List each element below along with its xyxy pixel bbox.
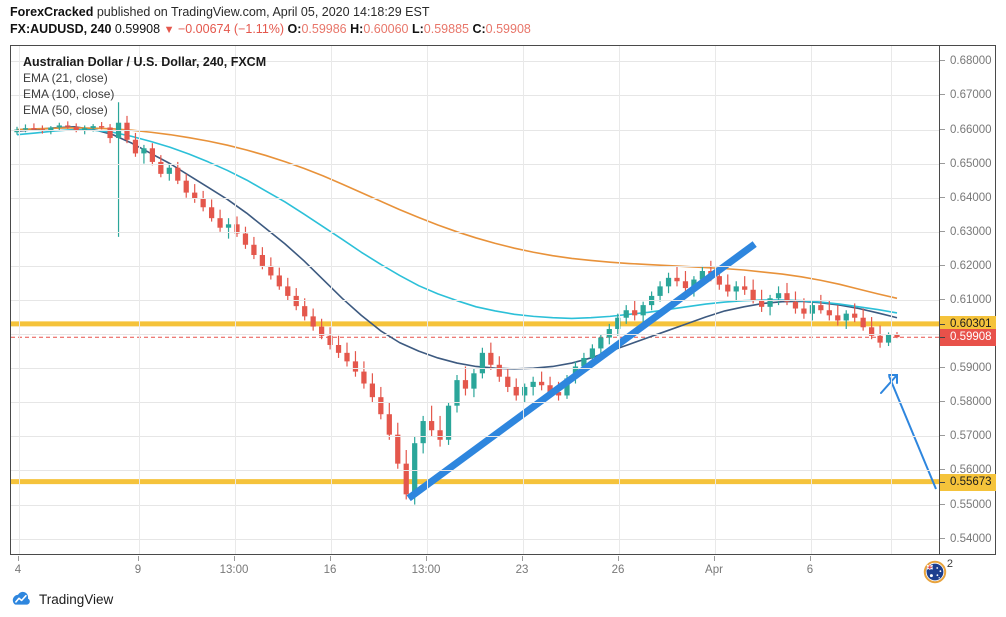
- price-axis-tick: 0.59000: [940, 361, 996, 375]
- time-axis-mark: [426, 556, 427, 561]
- tradingview-logo-icon: [12, 591, 30, 605]
- support-price-label[interactable]: 0.55673: [940, 474, 996, 491]
- chart-frame: Australian Dollar / U.S. Dollar, 240, FX…: [10, 45, 996, 584]
- price-axis-tick: 0.63000: [940, 225, 996, 239]
- ema-line: [16, 128, 898, 320]
- gridline-horizontal: [11, 61, 939, 62]
- chart-plot-area[interactable]: Australian Dollar / U.S. Dollar, 240, FX…: [11, 46, 939, 554]
- high-value: 0.60060: [363, 22, 409, 36]
- time-axis-mark: [138, 556, 139, 561]
- ema-line: [16, 126, 898, 370]
- time-axis-tick: 26: [611, 564, 625, 576]
- time-axis-tick: 23: [515, 564, 529, 576]
- price-axis-tick: 0.62000: [940, 259, 996, 273]
- gridline-horizontal: [11, 334, 939, 335]
- low-value: 0.59885: [423, 22, 469, 36]
- gridline-horizontal: [11, 266, 939, 267]
- gridline-vertical: [891, 46, 892, 554]
- gridline-vertical: [139, 46, 140, 554]
- gridline-horizontal: [11, 95, 939, 96]
- time-axis-tick: 13:00: [411, 564, 441, 576]
- open-value: 0.59986: [301, 22, 347, 36]
- gridline-horizontal: [11, 164, 939, 165]
- close-value: 0.59908: [485, 22, 531, 36]
- last-price-label[interactable]: 0.59908: [940, 329, 996, 346]
- gridline-vertical: [523, 46, 524, 554]
- price-axis-tick: 0.56000: [940, 463, 996, 477]
- time-axis-mark: [618, 556, 619, 561]
- price-axis[interactable]: 0.68000 0.67000 0.66000 0.65000 0.64000 0.630…: [939, 46, 996, 554]
- gridline-vertical: [427, 46, 428, 554]
- header: ForexCracked published on TradingView.co…: [10, 4, 950, 38]
- price-axis-tick: 0.54000: [940, 532, 996, 546]
- ema-line: [16, 127, 898, 300]
- time-axis-mark: [714, 556, 715, 561]
- gridline-vertical: [235, 46, 236, 554]
- time-axis[interactable]: 4 9 13:00 16 13:00 23 26 Apr 6: [10, 556, 996, 582]
- gridline-horizontal: [11, 539, 939, 540]
- price-axis-tick: 0.65000: [940, 157, 996, 171]
- gridline-horizontal: [11, 300, 939, 301]
- chart-canvas[interactable]: [11, 46, 939, 554]
- price-change-value: −0.00674 (−1.11%): [177, 22, 285, 36]
- price-axis-tick: 0.64000: [940, 191, 996, 205]
- gridline-vertical: [619, 46, 620, 554]
- time-axis-mark: [330, 556, 331, 561]
- price-axis-tick: 0.68000: [940, 54, 996, 68]
- last-price-value: 0.59908: [114, 22, 161, 36]
- high-label: H:: [350, 22, 364, 36]
- badge-count: 2: [946, 558, 953, 570]
- price-axis-tick: 0.67000: [940, 88, 996, 102]
- gridline-horizontal: [11, 436, 939, 437]
- publisher-name: ForexCracked: [10, 5, 94, 19]
- time-axis-mark: [810, 556, 811, 561]
- resistance-price-label[interactable]: 0.60301: [940, 316, 996, 333]
- time-axis-mark: [522, 556, 523, 561]
- price-axis-tick: 0.66000: [940, 123, 996, 137]
- projection-down-line[interactable]: [888, 375, 937, 490]
- published-text: published on TradingView.com, April 05, …: [96, 5, 430, 19]
- price-axis-tick: 0.55000: [940, 498, 996, 512]
- gridline-horizontal: [11, 402, 939, 403]
- time-axis-tick: 16: [323, 564, 337, 576]
- close-label: C:: [472, 22, 486, 36]
- gridline-horizontal: [11, 198, 939, 199]
- gridline-vertical: [19, 46, 20, 554]
- gridline-vertical: [811, 46, 812, 554]
- time-axis-tick: 13:00: [219, 564, 249, 576]
- time-axis-tick: 9: [134, 564, 142, 576]
- price-axis-tick: 0.61000: [940, 293, 996, 307]
- header-publication-line: ForexCracked published on TradingView.co…: [10, 4, 950, 21]
- price-axis-tick: 0.58000: [940, 395, 996, 409]
- time-axis-tick: 6: [806, 564, 814, 576]
- gridline-vertical: [715, 46, 716, 554]
- header-quote-line: FX:AUDUSD, 240 0.59908 ▼ −0.00674 (−1.11…: [10, 21, 950, 38]
- time-axis-tick: Apr: [705, 564, 723, 576]
- symbol-label: FX:AUDUSD, 240: [10, 22, 112, 36]
- time-axis-mark: [234, 556, 235, 561]
- gridline-horizontal: [11, 368, 939, 369]
- ascending-trendline[interactable]: [406, 241, 757, 502]
- gridline-horizontal: [11, 130, 939, 131]
- footer: TradingView: [10, 588, 113, 610]
- australia-flag-badge[interactable]: 2: [923, 558, 953, 588]
- tradingview-brand-label: TradingView: [39, 591, 114, 607]
- gridline-horizontal: [11, 470, 939, 471]
- down-triangle-icon: ▼: [163, 24, 175, 36]
- gridline-horizontal: [11, 505, 939, 506]
- australia-flag-icon: [923, 560, 947, 584]
- time-axis-tick: 4: [14, 564, 22, 576]
- price-axis-tick: 0.57000: [940, 429, 996, 443]
- gridline-horizontal: [11, 232, 939, 233]
- open-label: O:: [287, 22, 302, 36]
- gridline-vertical: [331, 46, 332, 554]
- low-label: L:: [411, 22, 424, 36]
- time-axis-mark: [18, 556, 19, 561]
